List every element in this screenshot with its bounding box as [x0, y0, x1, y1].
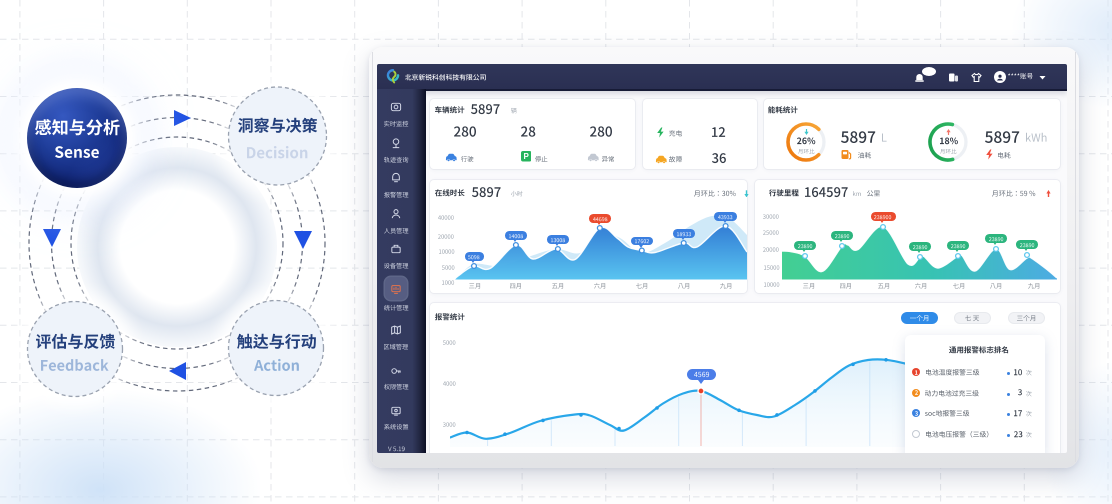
svg-text:P: P: [523, 152, 529, 161]
